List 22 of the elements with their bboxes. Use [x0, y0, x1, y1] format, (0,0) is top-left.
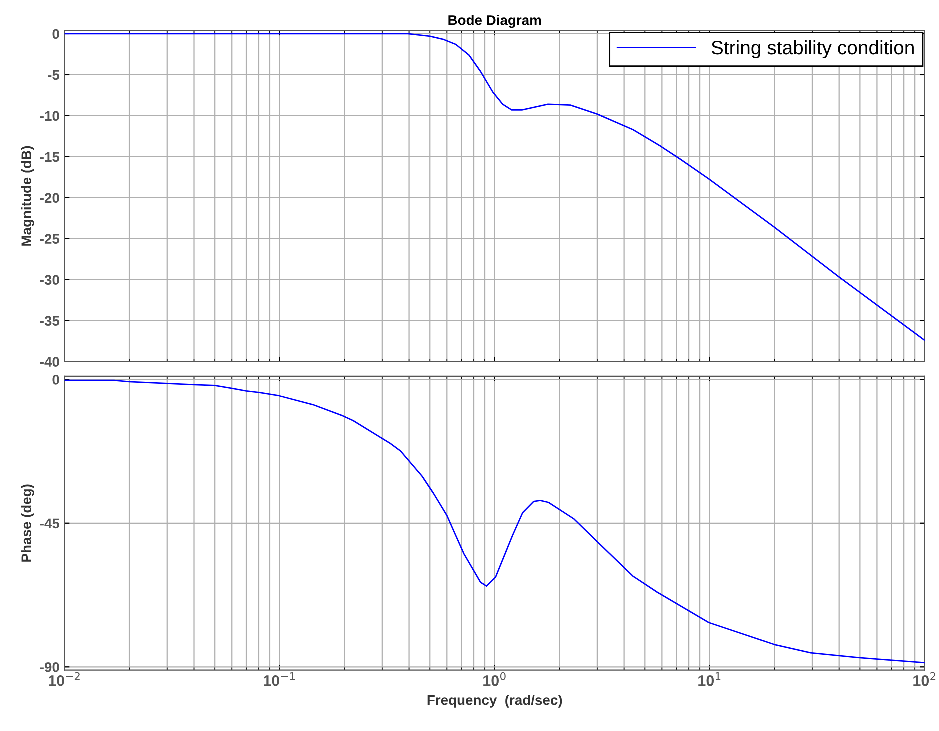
chart-title: Bode Diagram	[448, 15, 542, 28]
legend-label: String stability condition	[712, 40, 914, 59]
x-tick-label: 10$^{2}$	[914, 672, 936, 686]
y-tick-label: -35	[40, 316, 60, 326]
y-tick-label: -15	[40, 152, 60, 162]
y-tick-label: -30	[40, 275, 60, 286]
x-axis-title: Frequency (rad/sec)	[428, 694, 562, 708]
x-tick-label: 10$^{−2}$	[49, 672, 80, 686]
y-axis-title: Magnitude (dB)	[21, 146, 34, 246]
y-tick-label: -20	[40, 193, 60, 204]
x-tick-label: 10$^{0}$	[484, 672, 506, 686]
y-axis-title: Phase (deg)	[21, 484, 34, 562]
y-tick-label: 0	[52, 374, 60, 385]
y-tick-label: -25	[40, 234, 60, 244]
y-tick-label: -5	[48, 70, 60, 80]
y-tick-label: 0	[52, 29, 60, 40]
x-tick-label: 10$^{1}$	[698, 672, 721, 686]
y-tick-label: -45	[40, 518, 60, 529]
y-tick-label: -90	[40, 662, 60, 672]
x-tick-label: 10$^{−1}$	[264, 672, 296, 686]
y-tick-label: -10	[40, 111, 60, 122]
y-tick-label: -40	[40, 357, 60, 368]
